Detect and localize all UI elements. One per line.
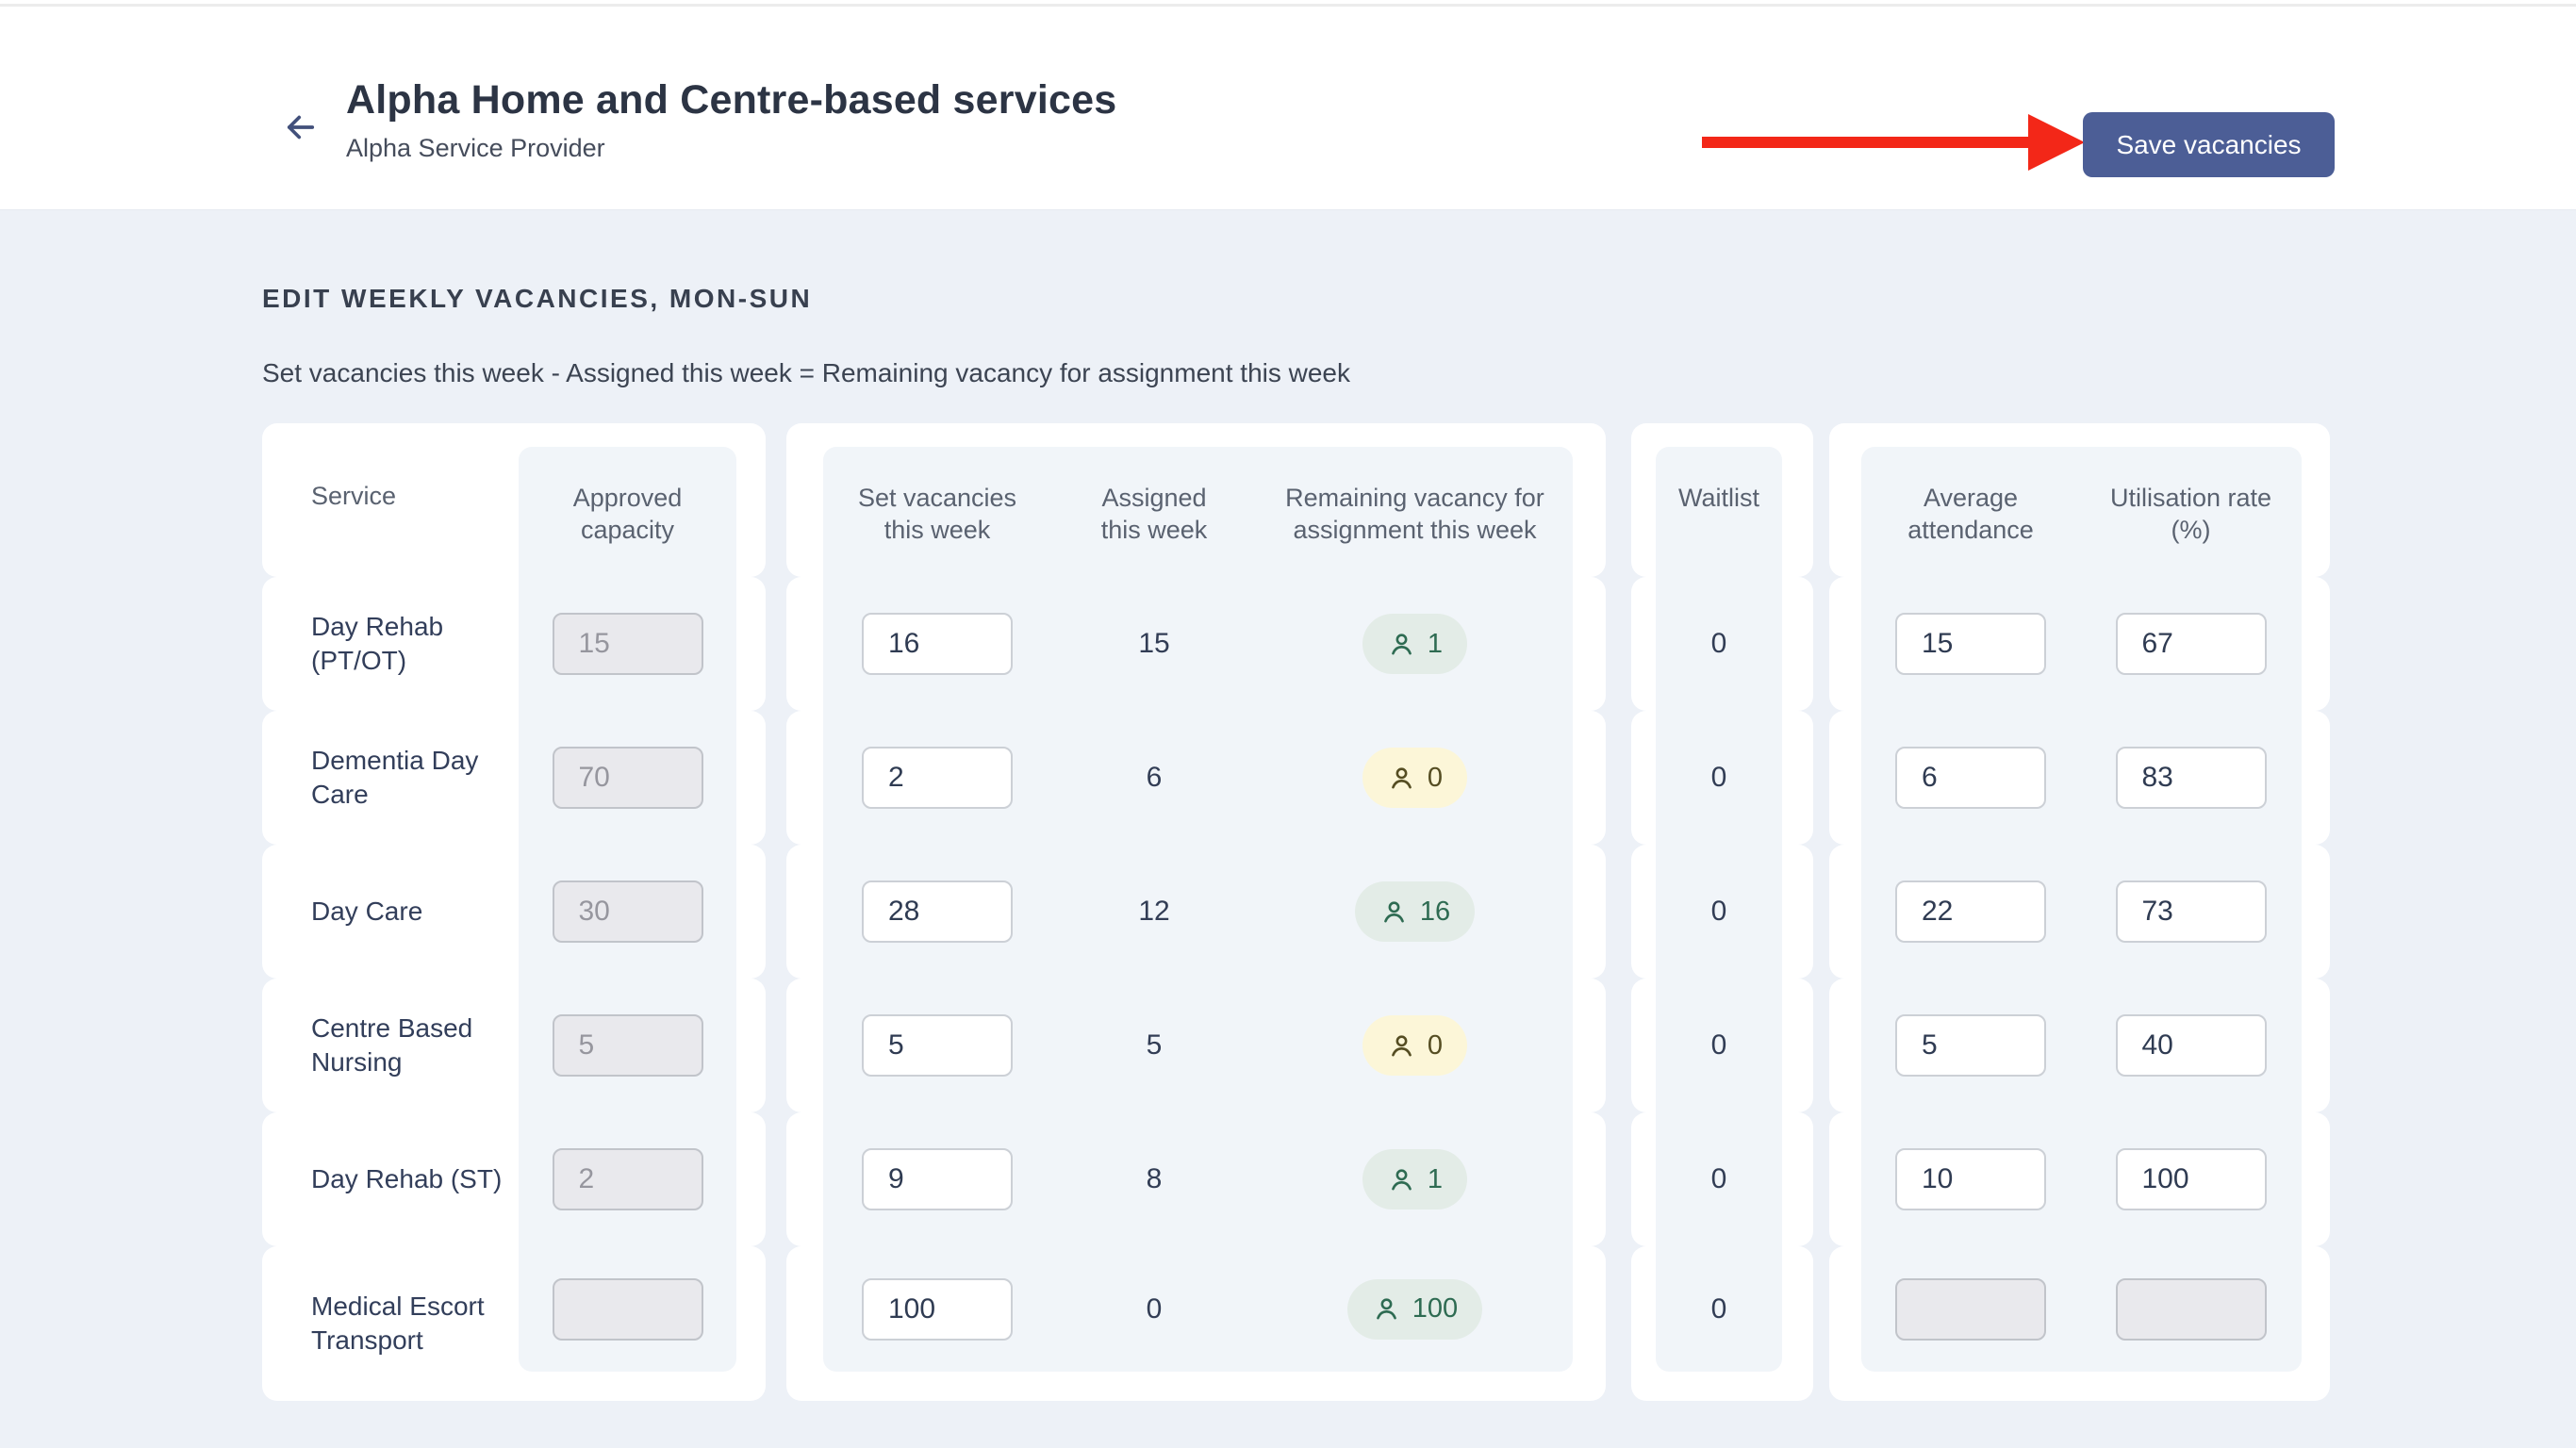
top-divider [0,4,2576,7]
assigned-value: 15 [1138,628,1170,659]
col-header-waitlist: Waitlist [1678,484,1759,512]
page-title: Alpha Home and Centre-based services [346,77,1117,123]
set-vacancies-input[interactable] [862,1014,1013,1077]
col-header-remaining: Remaining vacancy for assignment this we… [1285,484,1544,544]
average-attendance-input[interactable] [1895,880,2046,943]
utilisation-rate-input[interactable] [2115,1014,2267,1077]
waitlist-value: 0 [1710,1029,1727,1061]
person-icon [1392,1168,1412,1190]
approved-capacity-input [552,1277,703,1341]
assigned-value: 5 [1146,1029,1163,1061]
set-vacancies-input[interactable] [862,613,1013,675]
service-name: Day Rehab (PT/OT) [311,612,444,675]
remaining-vacancy-badge: 100 [1346,1278,1483,1340]
arrow-head [2028,114,2085,171]
approved-capacity-input [552,1148,703,1210]
utilisation-rate-input[interactable] [2115,747,2267,809]
col-header-approved-capacity: Approved capacity [572,484,683,544]
utilisation-rate-input [2115,1277,2267,1341]
waitlist-value: 0 [1710,1292,1727,1325]
average-attendance-input [1895,1277,2046,1341]
service-name: Centre Based Nursing [311,1013,473,1077]
waitlist-value: 0 [1710,1163,1727,1194]
card-attendance-utilisation: Average attendance Utilisation rate (%) [1829,423,2330,1401]
set-vacancies-input[interactable] [862,747,1013,809]
approved-capacity-input [552,880,703,943]
remaining-vacancy-badge: 16 [1354,881,1476,942]
person-icon [1384,900,1404,922]
person-icon [1376,1298,1396,1320]
waitlist-value: 0 [1710,896,1727,927]
average-attendance-input[interactable] [1895,613,2046,675]
arrow-shaft [1702,137,2030,148]
waitlist-value: 0 [1710,628,1727,659]
remaining-vacancy-badge: 1 [1362,614,1468,674]
card-weekly-vacancies: Set vacancies this week Assigned this we… [786,423,1606,1401]
set-vacancies-input[interactable] [862,1148,1013,1210]
red-annotation-arrow [1702,114,2085,171]
utilisation-rate-input[interactable] [2115,613,2267,675]
utilisation-rate-input[interactable] [2115,1148,2267,1210]
assigned-value: 6 [1146,762,1163,793]
person-icon [1392,633,1412,654]
set-vacancies-input[interactable] [862,1277,1013,1341]
approved-capacity-input [552,613,703,675]
utilisation-rate-input[interactable] [2115,880,2267,943]
assigned-value: 0 [1146,1292,1163,1325]
service-name: Medical Escort Transport [311,1292,485,1355]
person-icon [1392,1034,1412,1056]
remaining-vacancy-badge: 1 [1362,1149,1468,1209]
waitlist-value: 0 [1710,762,1727,793]
person-icon [1392,766,1412,788]
service-name: Day Care [311,897,423,926]
approved-capacity-input [552,747,703,809]
section-description: Set vacancies this week - Assigned this … [262,358,1351,387]
save-vacancies-button[interactable]: Save vacancies [2083,112,2335,177]
card-waitlist: Waitlist 0 0 0 0 0 0 [1631,423,1813,1401]
average-attendance-input[interactable] [1895,1148,2046,1210]
page-subtitle: Alpha Service Provider [346,134,605,162]
col-header-average-attendance: Average attendance [1907,484,2034,544]
assigned-value: 12 [1138,896,1170,927]
set-vacancies-input[interactable] [862,880,1013,943]
section-heading: EDIT WEEKLY VACANCIES, MON-SUN [262,284,813,313]
arrow-left-icon [281,115,321,150]
col-header-assigned: Assigned this week [1100,484,1208,544]
average-attendance-input[interactable] [1895,1014,2046,1077]
col-header-set-vacancies: Set vacancies this week [857,484,1017,544]
page-header: Alpha Home and Centre-based services Alp… [0,0,2576,210]
vacancies-table: Service Approved capacity Day Rehab (PT/… [262,423,2576,1401]
service-name: Day Rehab (ST) [311,1164,503,1193]
card-service-capacity: Service Approved capacity Day Rehab (PT/… [262,423,766,1401]
service-name: Dementia Day Care [311,746,479,809]
approved-capacity-input [552,1014,703,1077]
main-content: EDIT WEEKLY VACANCIES, MON-SUN Set vacan… [0,284,2576,1401]
remaining-vacancy-badge: 0 [1362,1015,1468,1076]
remaining-vacancy-badge: 0 [1362,748,1468,808]
col-header-service: Service [311,482,397,510]
back-button[interactable] [278,106,323,151]
assigned-value: 8 [1146,1163,1163,1194]
average-attendance-input[interactable] [1895,747,2046,809]
col-header-utilisation-rate: Utilisation rate (%) [2109,484,2272,544]
